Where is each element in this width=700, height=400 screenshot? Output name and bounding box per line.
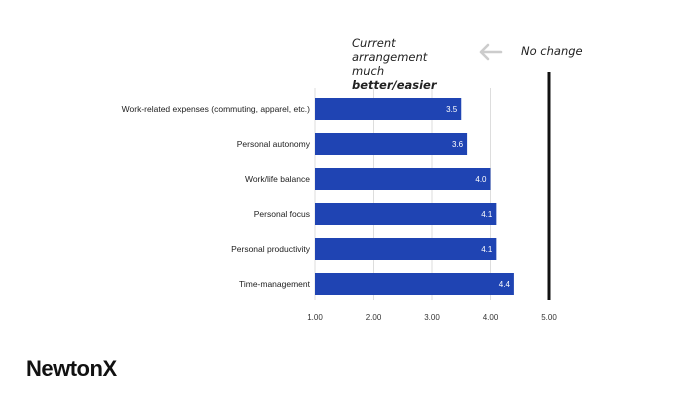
bar	[315, 273, 514, 295]
bar	[315, 203, 497, 225]
bar-value-label: 3.5	[446, 105, 458, 114]
category-label: Personal autonomy	[237, 139, 311, 149]
bar-value-label: 4.4	[499, 280, 511, 289]
bar	[315, 98, 462, 120]
annotation-better-bold: better/easier	[352, 78, 437, 92]
arrow-left-icon	[479, 43, 503, 61]
x-tick-label: 4.00	[483, 313, 499, 322]
x-tick-label: 1.00	[307, 313, 323, 322]
annotation-better-line2: much better/easier	[352, 64, 472, 92]
category-label: Work-related expenses (commuting, appare…	[122, 104, 311, 114]
bar-value-label: 3.6	[452, 140, 464, 149]
category-label: Personal focus	[254, 209, 310, 219]
annotation-no-change: No change	[521, 44, 583, 58]
bar-value-label: 4.0	[475, 175, 487, 184]
category-label: Personal productivity	[231, 244, 311, 254]
category-label: Time-management	[239, 279, 311, 289]
annotation-better: Current arrangement much better/easier	[352, 36, 472, 92]
bar	[315, 238, 497, 260]
x-tick-label: 5.00	[541, 313, 557, 322]
bar-value-label: 4.1	[481, 210, 493, 219]
bar	[315, 168, 491, 190]
category-label: Work/life balance	[245, 174, 310, 184]
x-tick-label: 2.00	[366, 313, 382, 322]
x-tick-label: 3.00	[424, 313, 440, 322]
annotation-better-line1: Current arrangement	[352, 36, 428, 64]
bar	[315, 133, 468, 155]
annotation-better-prefix: much	[352, 64, 385, 78]
bar-value-label: 4.1	[481, 245, 493, 254]
newtonx-logo: NewtonX	[26, 356, 117, 381]
